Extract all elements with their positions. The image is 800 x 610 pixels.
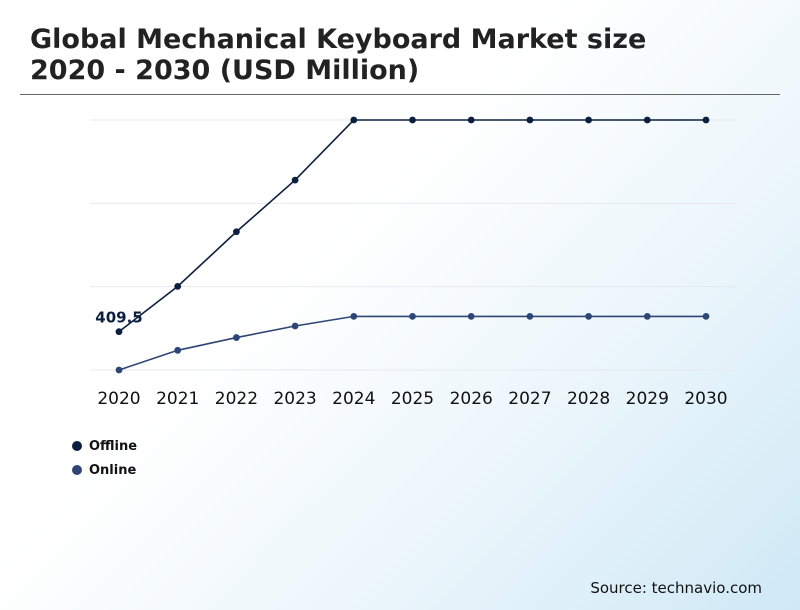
data-point-online (291, 322, 299, 330)
data-point-online (585, 312, 592, 320)
legend-label-online: Online (89, 462, 137, 478)
data-point-online (467, 312, 475, 320)
legend-label-offline: Offline (89, 438, 138, 454)
data-point-offline (350, 116, 358, 124)
series-line-online (118, 315, 706, 371)
x-tick-label: 2021 (156, 389, 199, 409)
x-tick-label: 2026 (450, 389, 493, 409)
x-tick-label: 2030 (684, 389, 727, 409)
data-point-offline (526, 116, 534, 124)
legend-marker-online (72, 465, 82, 475)
data-point-online (350, 312, 358, 320)
data-point-offline (115, 328, 123, 336)
legend-marker-offline (72, 441, 82, 451)
x-tick-label: 2029 (626, 389, 669, 409)
data-label: 409.5 (95, 309, 142, 327)
source-note: Source: technavio.com (590, 579, 762, 597)
chart-title-line-1: Global Mechanical Keyboard Market size (30, 24, 647, 55)
legend-item-online: Online (72, 458, 137, 482)
data-point-offline (585, 116, 592, 124)
data-point-offline (702, 116, 710, 124)
data-point-online (409, 312, 416, 320)
data-point-offline (233, 228, 240, 236)
x-tick-label: 2024 (332, 389, 375, 409)
data-point-offline (291, 176, 299, 184)
x-tick-label: 2025 (391, 389, 434, 409)
title-divider (20, 94, 780, 95)
chart-legend: Offline Online (72, 434, 137, 482)
data-point-online (115, 366, 123, 374)
data-point-offline (409, 116, 416, 124)
data-point-online (233, 334, 240, 341)
data-point-offline (467, 116, 475, 124)
data-point-online (643, 312, 651, 320)
data-point-online (174, 346, 182, 354)
series-line-offline (118, 119, 706, 333)
x-tick-label: 2027 (508, 389, 551, 409)
chart-title-line-2: 2020 - 2030 (USD Million) (30, 55, 420, 86)
x-tick-label: 2020 (97, 389, 140, 409)
line-chart: 2020 2021 2022 2023 2024 2025 2026 2027 2028 2029… (90, 116, 736, 409)
x-tick-label: 2022 (215, 389, 258, 409)
data-point-online (526, 312, 534, 320)
data-point-online (702, 312, 710, 320)
legend-item-offline: Offline (72, 434, 137, 458)
x-tick-label: 2023 (273, 389, 316, 409)
x-tick-label: 2028 (567, 389, 610, 409)
data-point-offline (643, 116, 651, 124)
chart-title: Global Mechanical Keyboard Market size 2… (30, 24, 646, 86)
data-point-offline (174, 282, 182, 290)
